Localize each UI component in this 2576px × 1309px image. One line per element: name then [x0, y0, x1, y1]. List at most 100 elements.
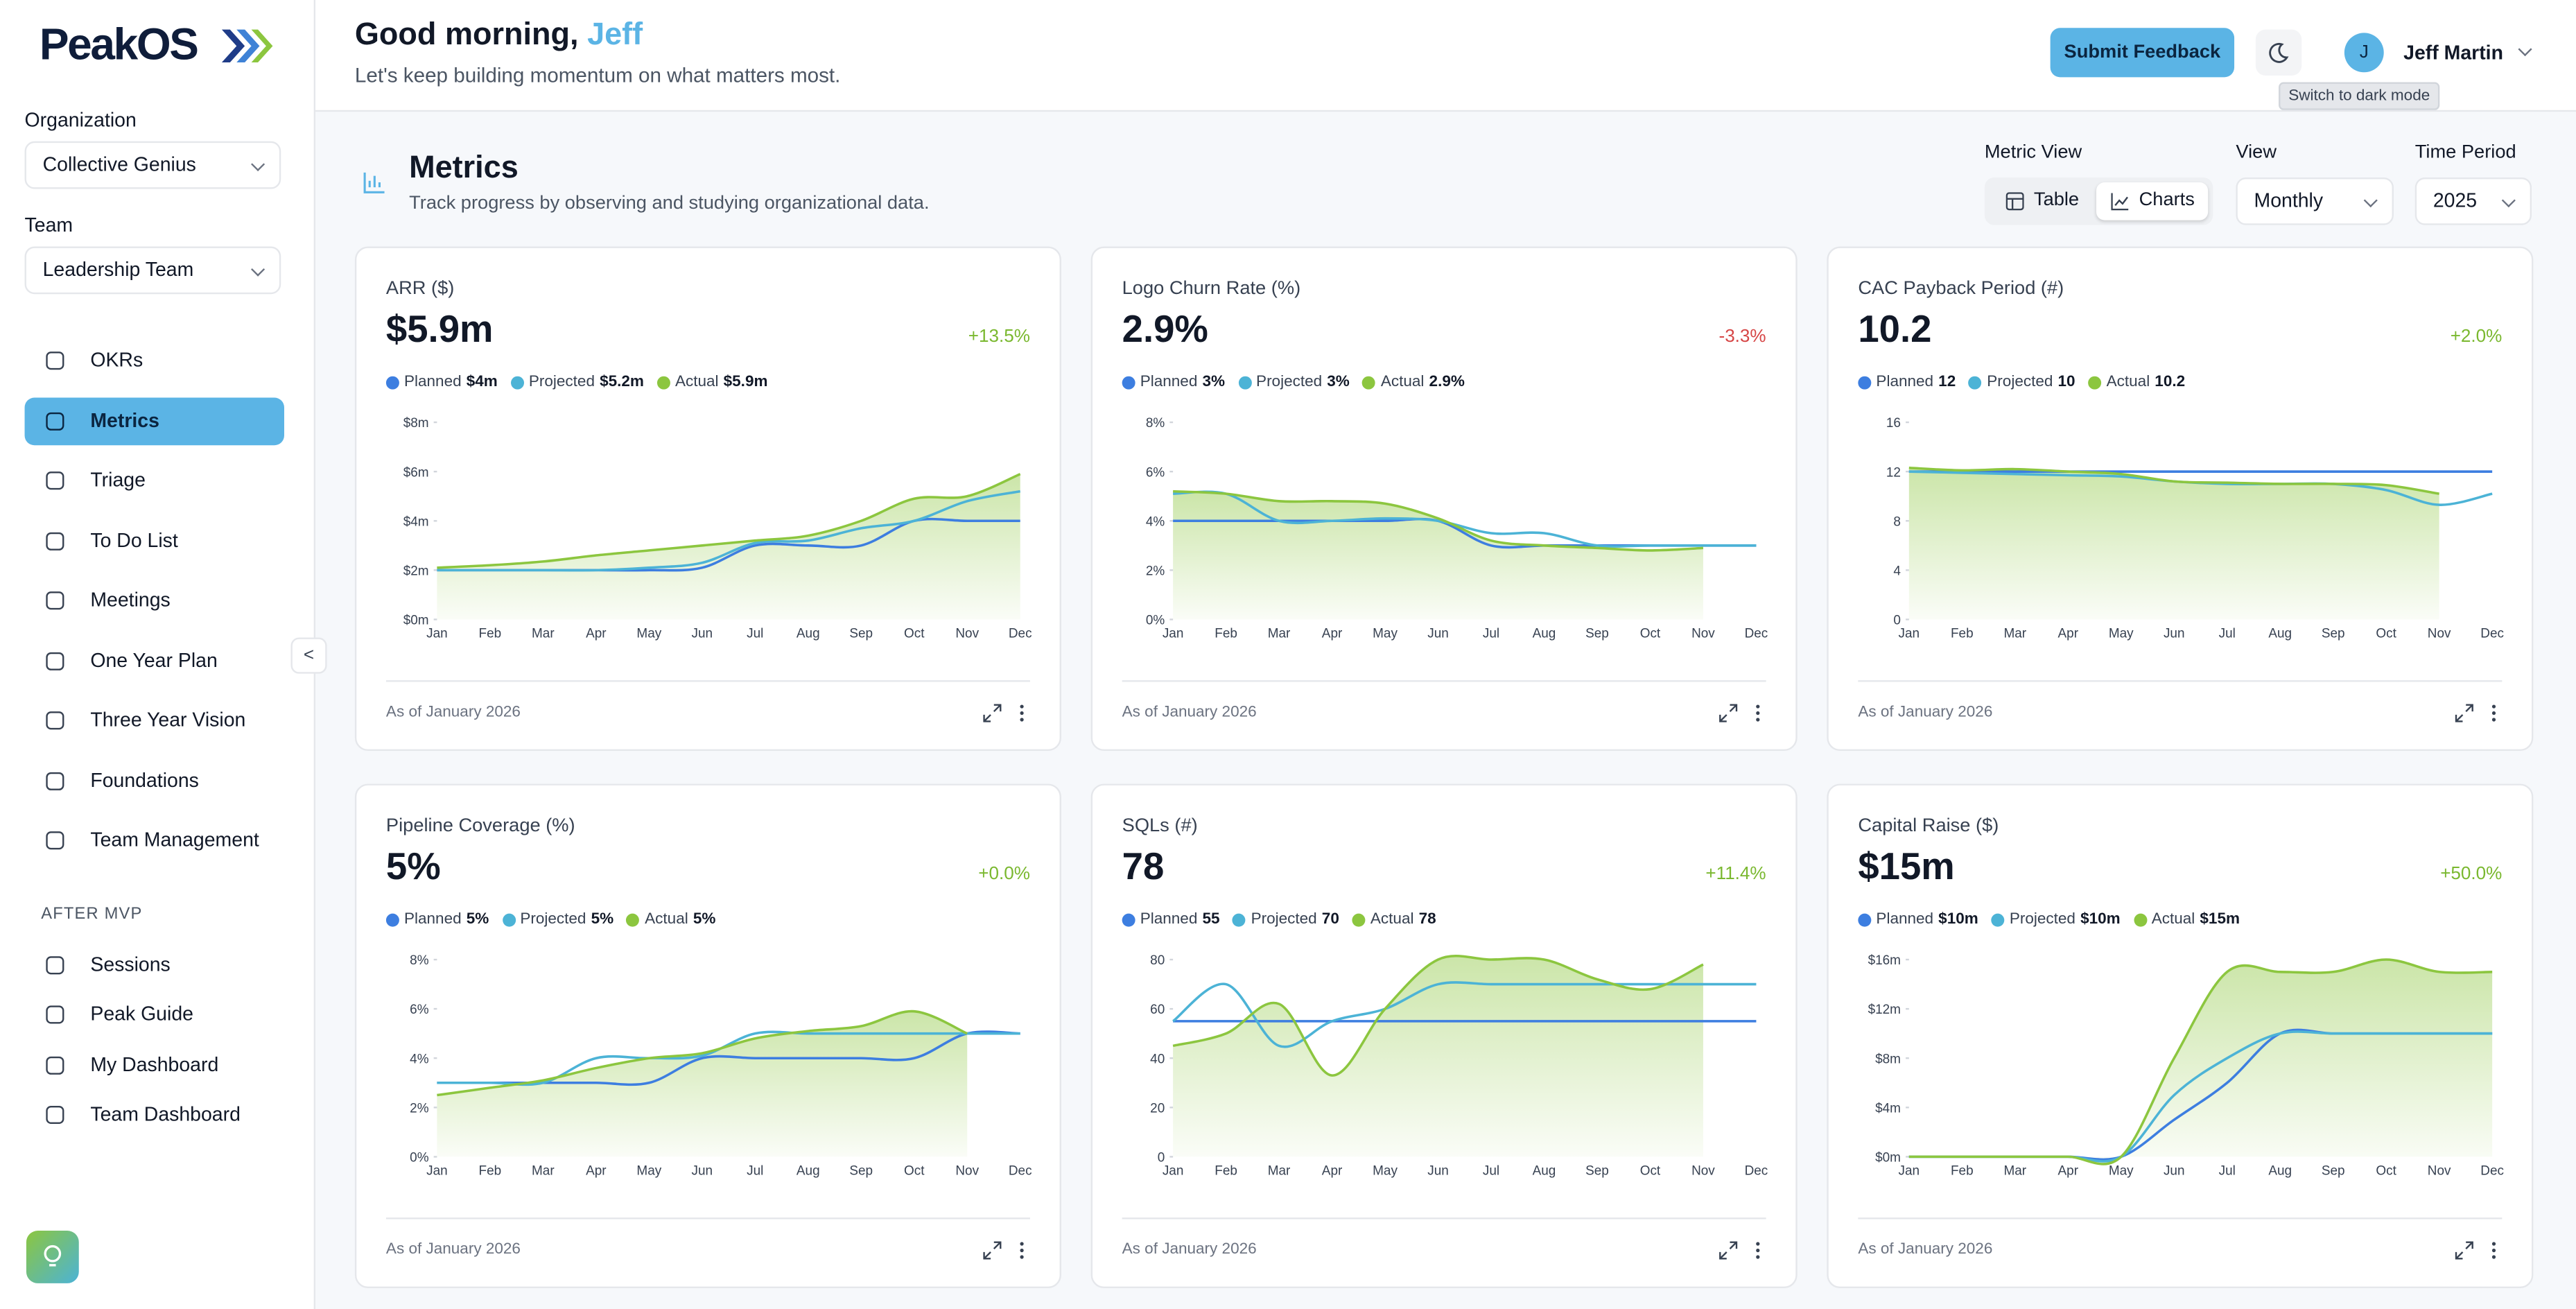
card-value: 10.2 [1858, 307, 1932, 350]
feedback-button[interactable]: Submit Feedback [2050, 28, 2235, 78]
view-select[interactable]: Monthly [2236, 177, 2394, 225]
nav-label: Three Year Vision [90, 708, 246, 731]
period-select[interactable]: 2025 [2414, 177, 2532, 225]
nav-item[interactable]: My Dashboard [25, 1041, 284, 1089]
y-tick-label: 0 [1158, 1151, 1165, 1165]
charts-option[interactable]: Charts [2096, 182, 2209, 220]
area [1173, 491, 1703, 620]
x-tick-label: Jun [1427, 627, 1449, 641]
metric-card: 0 4 8 12 16 Jan Feb Mar Apr May Jun Jul Aug Sep Oct Nov… [1827, 246, 2534, 752]
more-icon[interactable] [1017, 1240, 1027, 1260]
divider [385, 680, 1030, 682]
legend-name: Actual [1380, 372, 1425, 392]
table-option[interactable]: Table [1991, 182, 2093, 220]
metrics-title: Metrics [409, 151, 519, 186]
organization-value: Collective Genius [42, 153, 196, 176]
nav-icon [46, 352, 64, 370]
theme-button[interactable] [2255, 29, 2302, 76]
collapse-button[interactable]: < [290, 637, 327, 674]
avatar[interactable]: J [2344, 33, 2384, 73]
x-tick-label: Aug [1533, 1163, 1556, 1178]
user-menu-chevron[interactable] [2518, 42, 2532, 57]
nav-label: Peak Guide [90, 1003, 193, 1026]
nav-item[interactable]: Team Dashboard [25, 1091, 284, 1139]
expand-icon[interactable] [2455, 703, 2474, 722]
x-tick-label: Jun [692, 627, 713, 641]
nav-item[interactable]: Triage [25, 457, 284, 505]
legend-value: 3% [1327, 372, 1350, 392]
y-tick-label: 4 [1893, 564, 1901, 578]
x-tick-label: Sep [1585, 627, 1609, 641]
nav-item[interactable]: Peak Guide [25, 991, 284, 1039]
divider [1858, 1217, 2503, 1220]
more-dot [2491, 1242, 2496, 1246]
nav-icon [46, 711, 64, 730]
team-select[interactable]: Leadership Team [24, 246, 281, 295]
legend-dot [510, 375, 524, 389]
idea-button[interactable] [26, 1231, 79, 1283]
x-tick-label: Oct [904, 627, 925, 641]
more-icon[interactable] [2489, 1240, 2498, 1260]
x-tick-label: Feb [479, 1163, 502, 1178]
line [437, 1009, 968, 1097]
more-dot [1756, 718, 1760, 722]
card-value: 78 [1122, 844, 1165, 887]
expand-icon[interactable] [2455, 1240, 2474, 1260]
legend-value: $10m [1938, 910, 1978, 928]
x-tick-label: Jan [1163, 627, 1184, 641]
expand-icon[interactable] [982, 703, 1002, 722]
x-tick-label: Apr [586, 1163, 606, 1178]
divider [1122, 680, 1766, 682]
organization-select[interactable]: Collective Genius [24, 141, 281, 189]
metric-card: 0% 2% 4% 6% 8% Jan Feb Mar Apr May Jun Jul Aug Sep Oct… [354, 783, 1061, 1289]
more-icon[interactable] [1753, 703, 1763, 722]
card-title: SQLs (#) [1122, 816, 1198, 837]
expand-icon[interactable] [982, 1240, 1002, 1260]
legend-value: 5% [591, 910, 614, 928]
nav-item[interactable]: Foundations [25, 756, 284, 804]
nav-label: To Do List [90, 528, 178, 552]
x-tick-label: Nov [2428, 627, 2451, 641]
expand-icon[interactable] [1718, 703, 1738, 722]
y-tick-label: $4m [403, 514, 429, 529]
x-tick-label: Oct [1640, 1163, 1661, 1178]
x-tick-label: Apr [1322, 1163, 1342, 1178]
nav-item[interactable]: Metrics [24, 397, 284, 445]
metric-card: $0m $4m $8m $12m $16m Jan Feb Mar Apr May Jun Jul Au… [1827, 783, 2534, 1289]
more-icon[interactable] [1753, 1240, 1763, 1260]
nav-item[interactable]: Sessions [25, 942, 284, 989]
expand-icon[interactable] [1718, 1240, 1738, 1260]
nav-item[interactable]: OKRs [25, 337, 284, 385]
chart: 0% 2% 4% 6% 8% Jan Feb Mar Apr May Jun Jul Aug Sep Oct… [1146, 416, 1768, 641]
logo[interactable]: PeakOS [39, 19, 199, 69]
nav-item[interactable]: Three Year Vision [25, 697, 284, 745]
y-tick-label: 0 [1893, 614, 1901, 628]
expand-glyph [1719, 1241, 1738, 1260]
legend-item: Planned 12 [1858, 373, 1956, 391]
user-name[interactable]: Jeff Martin [2403, 41, 2503, 64]
legend: Planned $10m Projected $10m Actual $15m [1858, 910, 2240, 928]
x-tick-label: Jan [1163, 1163, 1184, 1178]
x-tick-label: Sep [1585, 1163, 1609, 1178]
nav-label: My Dashboard [90, 1052, 219, 1076]
legend-dot [627, 912, 641, 926]
x-tick-label: Oct [2376, 627, 2396, 641]
more-dot [2491, 1248, 2496, 1253]
table-option-text: Table [2033, 190, 2080, 211]
nav-item[interactable]: Team Management [25, 817, 284, 865]
metrics-icon [363, 172, 385, 193]
card-value: 2.9% [1122, 307, 1208, 350]
nav-item[interactable]: To Do List [25, 517, 284, 564]
x-tick-label: Jan [1899, 1163, 1920, 1178]
card-title: CAC Payback Period (#) [1858, 279, 2064, 300]
card-value: $15m [1858, 844, 1955, 887]
card-change: +13.5% [968, 327, 1030, 347]
period-label: Time Period [2414, 143, 2516, 163]
card-value: $5.9m [385, 307, 494, 350]
more-icon[interactable] [1017, 703, 1027, 722]
more-icon[interactable] [2489, 703, 2498, 722]
legend-value: 3% [1202, 372, 1226, 392]
nav-item[interactable]: Meetings [25, 577, 284, 625]
nav-item[interactable]: One Year Plan [25, 636, 284, 684]
